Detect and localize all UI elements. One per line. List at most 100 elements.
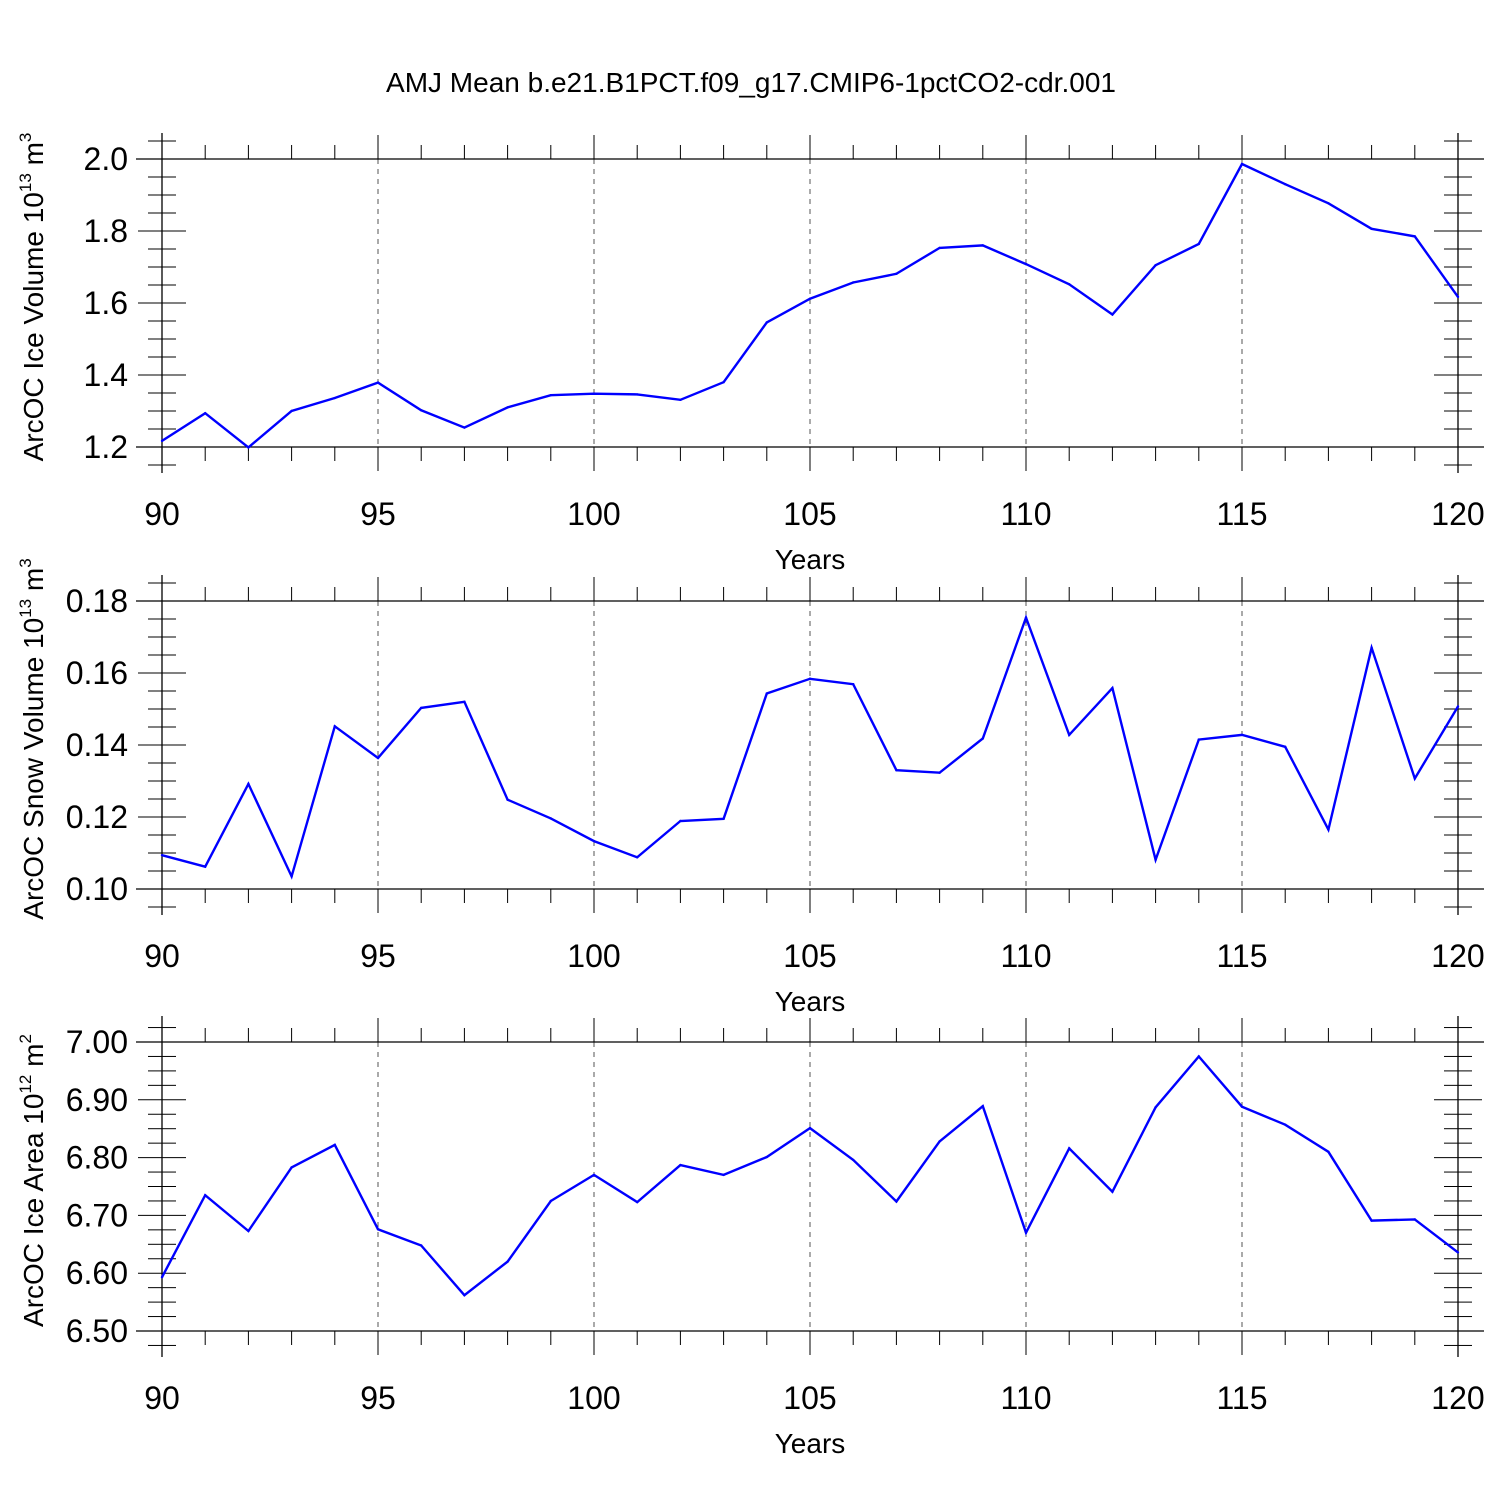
data-point	[1240, 162, 1244, 166]
data-point	[722, 1173, 725, 1177]
x-tick-label: 105	[783, 938, 836, 974]
data-point	[592, 1173, 596, 1177]
figure-title: AMJ Mean b.e21.B1PCT.f09_g17.CMIP6-1pctC…	[386, 67, 1116, 98]
x-tick-label: 105	[783, 1380, 836, 1416]
y-unit-symbol: m	[18, 142, 49, 165]
data-point	[160, 439, 164, 443]
data-point	[420, 409, 423, 412]
y-axis-label-text: ArcOC Snow Volume	[18, 657, 49, 920]
x-tick-label: 90	[144, 1380, 180, 1416]
data-point	[549, 393, 552, 397]
data-point	[981, 244, 984, 247]
data-point	[938, 1140, 941, 1143]
y-unit-exponent: 13	[16, 173, 35, 192]
x-tick-label: 115	[1216, 496, 1267, 532]
x-tick-label: 95	[360, 496, 396, 532]
y-axis-label: ArcOC Snow Volume 1013 m3	[16, 558, 49, 919]
y-tick-label: 6.90	[66, 1082, 128, 1118]
x-axis-label: Years	[775, 1428, 846, 1459]
y-unit-exponent: 12	[16, 1075, 35, 1094]
data-point	[938, 771, 941, 774]
data-point	[765, 321, 768, 324]
y-tick-label: 1.2	[84, 429, 128, 465]
y-axis-label-space	[18, 1125, 49, 1133]
data-point	[1370, 646, 1373, 649]
data-point	[160, 1276, 164, 1279]
data-point	[506, 1260, 509, 1263]
data-point	[1370, 227, 1373, 231]
y-axis-label: ArcOC Ice Area 1012 m2	[16, 1034, 49, 1327]
data-point	[1456, 295, 1460, 299]
y-unit-symbol: m	[18, 568, 49, 591]
data-point	[1284, 183, 1287, 186]
y-tick-label: 6.70	[66, 1197, 128, 1233]
data-point	[808, 677, 812, 680]
data-point	[1024, 616, 1028, 619]
y-tick-label: 0.14	[66, 727, 128, 763]
panel-snow-volume: 0.10 0.12 0.14 0.16 0.18 90 95 100 105 110 115 120 Y…	[16, 558, 1485, 1017]
data-point	[290, 875, 293, 878]
data-point	[1111, 313, 1114, 316]
x-tick-label: 100	[567, 1380, 620, 1416]
data-point	[376, 756, 380, 760]
data-point	[1197, 242, 1201, 246]
data-point	[636, 393, 639, 396]
data-point	[1413, 777, 1417, 780]
y-tick-label: 1.6	[84, 285, 128, 321]
data-point	[592, 392, 596, 395]
data-point	[852, 682, 855, 686]
data-point	[679, 1163, 682, 1167]
data-point	[895, 272, 898, 276]
data-point	[1024, 262, 1028, 266]
data-point	[679, 398, 682, 402]
data-point	[463, 700, 466, 703]
data-point	[981, 1104, 984, 1108]
y-tick-label: 7.00	[66, 1024, 128, 1060]
x-axis-label: Years	[775, 544, 846, 575]
y-tick-label: 1.8	[84, 213, 128, 249]
data-point	[1197, 738, 1201, 741]
x-tick-label: 105	[783, 496, 836, 532]
data-point	[1327, 828, 1330, 831]
data-point	[722, 817, 725, 820]
data-point	[852, 281, 855, 284]
y-unit-power: 2	[16, 1034, 35, 1043]
data-point	[1068, 1147, 1071, 1150]
data-point	[506, 406, 509, 409]
y-axis-label-space	[18, 591, 49, 599]
data-point	[1370, 1219, 1373, 1222]
data-point	[808, 1126, 812, 1130]
data-point	[1154, 858, 1157, 862]
data-point	[1413, 1218, 1417, 1221]
y-unit-symbol: m	[18, 1043, 49, 1066]
data-point	[1284, 1123, 1287, 1126]
x-axis-label: Years	[775, 986, 846, 1017]
y-tick-label: 0.10	[66, 871, 128, 907]
data-point	[420, 706, 423, 710]
data-point	[1068, 283, 1071, 286]
x-tick-label: 115	[1216, 938, 1267, 974]
y-axis-label: ArcOC Ice Volume 1013 m3	[16, 133, 49, 462]
y-unit-power: 3	[16, 133, 35, 142]
data-point	[290, 1166, 293, 1169]
data-point	[808, 297, 812, 300]
y-unit-base: 10	[18, 618, 49, 649]
data-point	[549, 1199, 552, 1203]
x-tick-label: 100	[567, 938, 620, 974]
y-axis-label-space	[18, 165, 49, 173]
y-axis-label-text: ArcOC Ice Area	[18, 1132, 49, 1327]
data-point	[765, 1155, 768, 1159]
data-point	[204, 865, 207, 868]
x-tick-label: 120	[1431, 1380, 1484, 1416]
y-unit-base: 10	[18, 192, 49, 223]
data-point	[592, 839, 596, 843]
data-point	[636, 856, 639, 859]
data-point	[420, 1244, 423, 1247]
y-tick-label: 0.16	[66, 655, 128, 691]
y-tick-label: 0.12	[66, 799, 128, 835]
y-axis-label-space	[18, 1067, 49, 1075]
data-point	[765, 692, 768, 695]
data-point	[1327, 1150, 1330, 1154]
data-point	[247, 1229, 250, 1233]
